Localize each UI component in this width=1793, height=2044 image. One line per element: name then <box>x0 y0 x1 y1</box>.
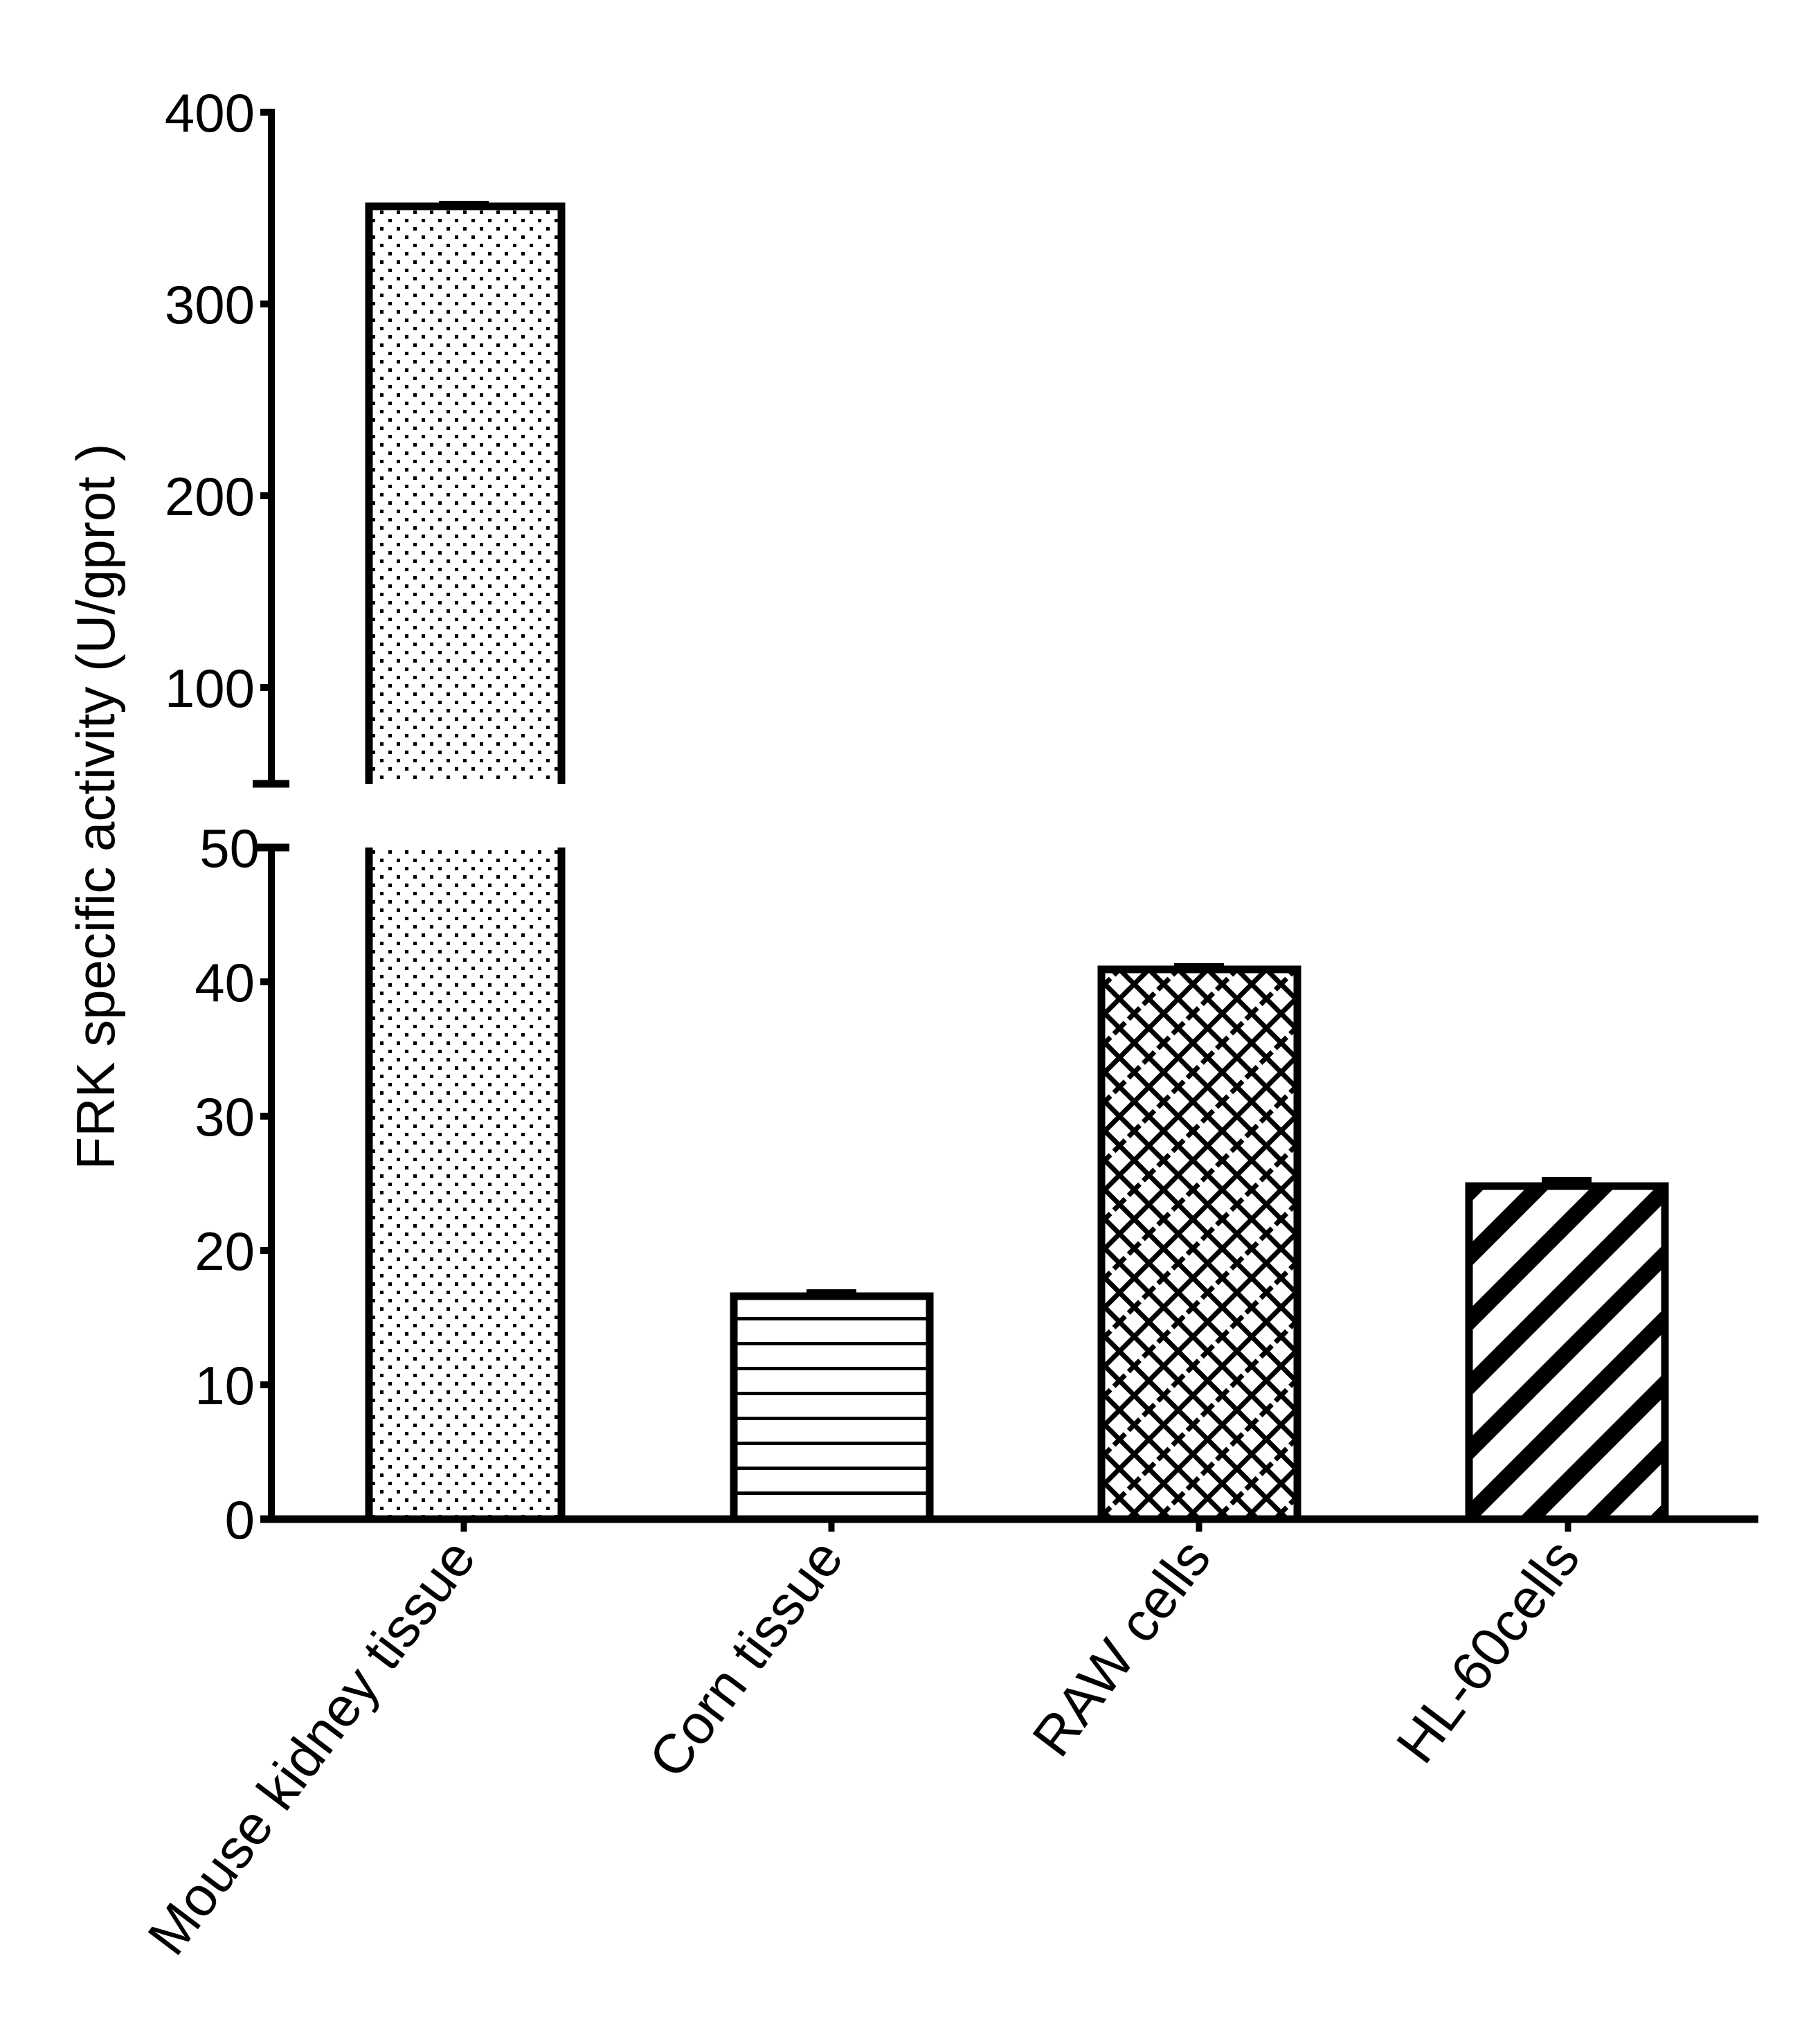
y-tick-40: 40 <box>195 952 255 1013</box>
x-label-raw-cells: RAW cells <box>1020 1528 1222 1768</box>
bar-raw-cells <box>1097 963 1301 1523</box>
y-tick-30: 30 <box>195 1086 255 1147</box>
y-tick-200: 200 <box>165 466 255 527</box>
bar-mouse-kidney-tissue <box>365 201 566 1523</box>
x-label-hl60-cells: HL-60cells <box>1385 1528 1592 1774</box>
error-bar <box>1174 963 1224 970</box>
y-tick-300: 300 <box>165 274 255 335</box>
bar-corn-tissue <box>730 1289 934 1523</box>
bar-hl60-cells <box>1465 1177 1669 1523</box>
error-bar <box>1542 1177 1592 1186</box>
y-tick-100: 100 <box>165 658 255 719</box>
y-tick-20: 20 <box>195 1221 255 1282</box>
y-axis-lower <box>253 843 289 1519</box>
y-tick-0: 0 <box>225 1489 255 1550</box>
error-bar <box>439 201 489 208</box>
x-label-mouse-kidney-tissue: Mouse kidney tissue <box>136 1528 487 1966</box>
y-axis-title: FRK specific activity (U/gprot ) <box>65 444 126 1170</box>
y-tick-400: 400 <box>165 82 255 143</box>
y-tick-10: 10 <box>195 1355 255 1416</box>
x-label-corn-tissue: Corn tissue <box>637 1528 855 1789</box>
y-tick-50: 50 <box>199 818 260 879</box>
y-axis-upper <box>253 109 289 788</box>
error-bar <box>807 1289 856 1298</box>
